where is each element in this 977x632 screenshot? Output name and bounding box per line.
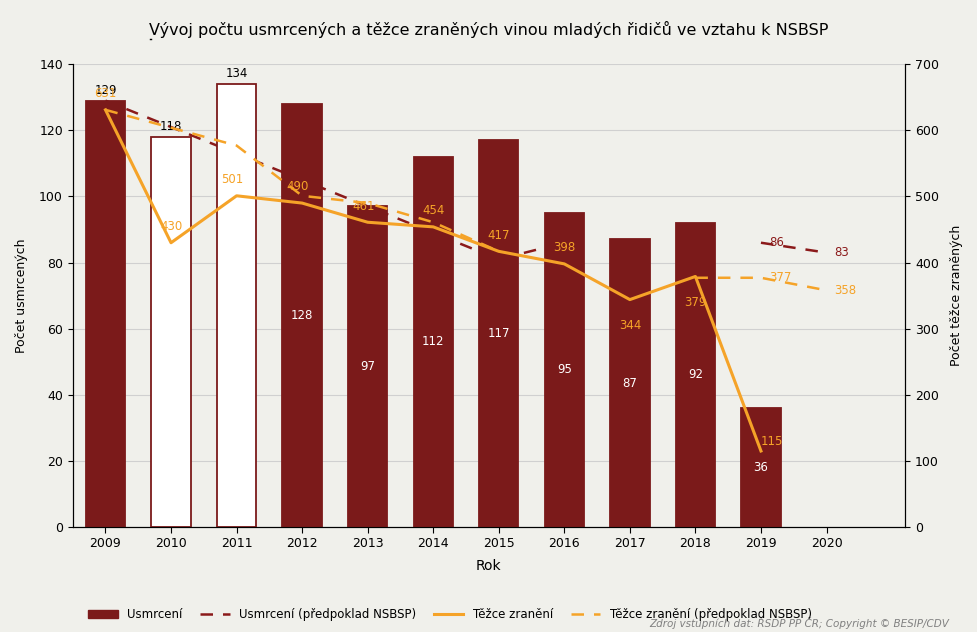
Text: 87: 87 — [621, 377, 637, 390]
Bar — [282, 104, 321, 527]
Bar — [151, 137, 191, 527]
Bar — [348, 207, 387, 527]
Text: 430: 430 — [160, 220, 182, 233]
Text: 92: 92 — [687, 368, 702, 382]
Text: 128: 128 — [290, 309, 313, 322]
Text: 118: 118 — [159, 120, 182, 133]
Bar — [86, 100, 125, 527]
Text: 129: 129 — [94, 83, 116, 97]
Bar — [413, 157, 452, 527]
Y-axis label: Počet usmrcených: Počet usmrcených — [15, 238, 28, 353]
Text: 490: 490 — [286, 180, 309, 193]
Bar — [479, 140, 518, 527]
Text: 95: 95 — [556, 363, 572, 377]
Text: 83: 83 — [833, 246, 848, 259]
Text: 377: 377 — [768, 271, 790, 284]
Bar — [217, 84, 256, 527]
Text: 344: 344 — [618, 319, 640, 332]
Text: 358: 358 — [833, 284, 856, 297]
Text: 86: 86 — [768, 236, 783, 249]
X-axis label: Rok: Rok — [476, 559, 501, 573]
Bar — [741, 408, 780, 527]
Text: 631: 631 — [94, 87, 116, 100]
Text: 461: 461 — [352, 200, 374, 212]
Text: Vývoj počtu usmrcených a těžce zraněných vinou mladých řidičů ve vztahu k NSBSP: Vývoj počtu usmrcených a těžce zraněných… — [149, 21, 828, 38]
Text: 134: 134 — [225, 67, 247, 80]
Text: 115: 115 — [760, 435, 783, 448]
Text: 398: 398 — [553, 241, 574, 254]
Text: 97: 97 — [360, 360, 375, 373]
Text: 36: 36 — [752, 461, 768, 474]
Text: 112: 112 — [421, 336, 444, 348]
Bar — [675, 223, 714, 527]
Text: Zdroj vstupních dat: ŘSDP PP ČR; Copyright © BESIP/CDV: Zdroj vstupních dat: ŘSDP PP ČR; Copyrig… — [648, 617, 948, 629]
Bar — [544, 213, 583, 527]
Text: 417: 417 — [487, 229, 509, 241]
Legend: Usmrcení, Usmrcení (předpoklad NSBSP), Těžce zranění, Těžce zranění (předpoklad : Usmrcení, Usmrcení (předpoklad NSBSP), T… — [83, 604, 816, 626]
Y-axis label: Počet těžce zraněných: Počet těžce zraněných — [949, 225, 962, 367]
Text: 379: 379 — [684, 296, 705, 309]
Text: 117: 117 — [487, 327, 509, 340]
Bar — [610, 240, 649, 527]
Text: 454: 454 — [422, 204, 444, 217]
Text: 501: 501 — [221, 173, 243, 186]
Text: Vývoj počtu usmrcených a těžce zraněných vinou mladých řidičů ve vztahu k NSBSP: Vývoj počtu usmrcených a těžce zraněných… — [149, 21, 828, 38]
